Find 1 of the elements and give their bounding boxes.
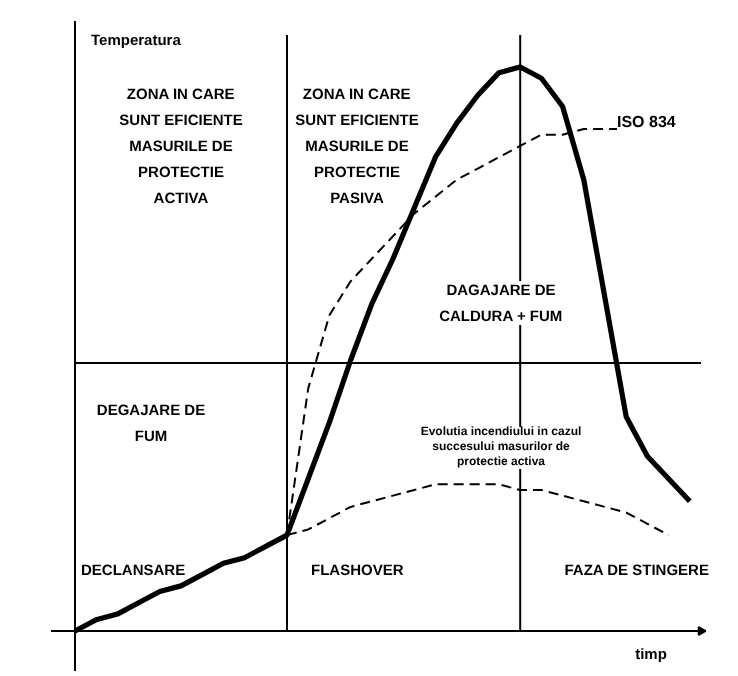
- series-label: ISO 834: [617, 113, 677, 131]
